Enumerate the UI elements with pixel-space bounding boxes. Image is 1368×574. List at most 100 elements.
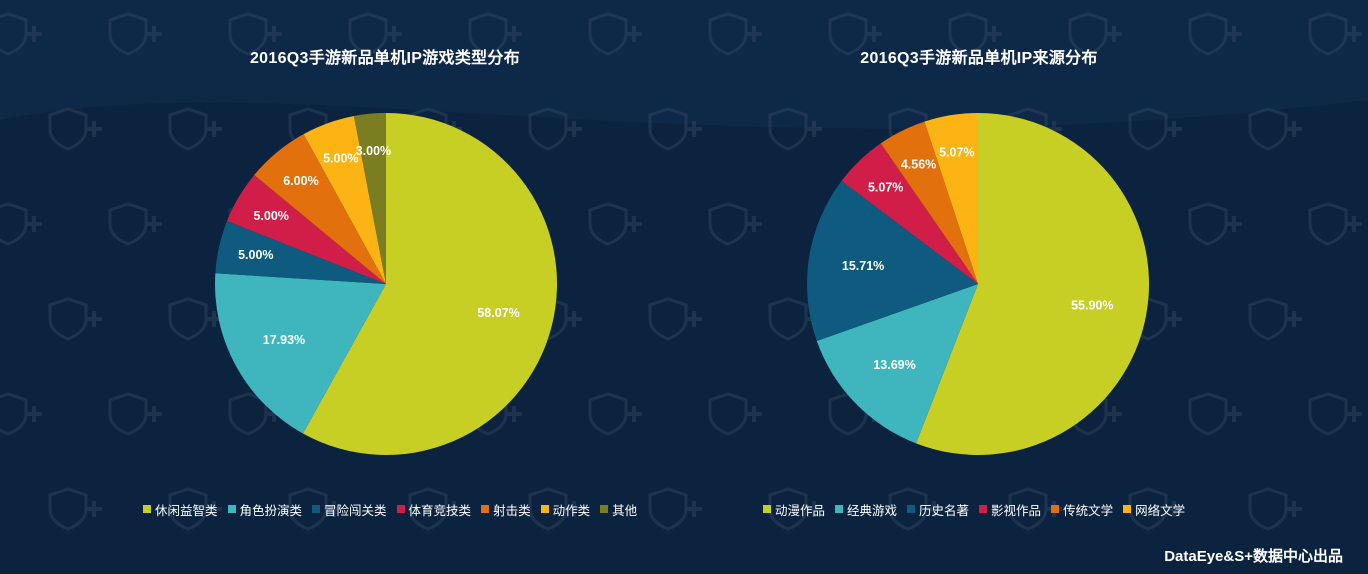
- legend-item[interactable]: 传统文学: [1051, 500, 1113, 519]
- pie-slice[interactable]: [807, 180, 978, 342]
- legend-label: 网络文学: [1135, 503, 1186, 518]
- legend-item[interactable]: 冒险闯关类: [312, 500, 387, 519]
- legend-swatch: [763, 505, 771, 513]
- watermark-logo: [168, 487, 222, 531]
- watermark-logo: [888, 487, 942, 531]
- legend-swatch: [227, 505, 236, 513]
- watermark-logo: [48, 297, 102, 341]
- watermark-logo: [1188, 392, 1242, 436]
- watermark-logo: [1128, 487, 1182, 531]
- pie-chart-ip-genre: 58.07%17.93%5.00%5.00%6.00%5.00%3.00%: [215, 113, 557, 455]
- legend-item[interactable]: 其他: [600, 500, 637, 519]
- watermark-logo: [708, 392, 762, 436]
- watermark-logo: [828, 12, 882, 56]
- legend-label: 经典游戏: [847, 503, 898, 518]
- pie-slice[interactable]: [254, 134, 386, 284]
- watermark-logo: [108, 202, 162, 246]
- legend-swatch: [312, 505, 321, 513]
- legend: 休闲益智类 角色扮演类 冒险闯关类 体育竞技类 射击类 动作类 其他: [143, 500, 647, 518]
- pie-slice[interactable]: [816, 284, 978, 444]
- watermark-logo: [648, 487, 702, 531]
- legend-item[interactable]: 网络文学: [1123, 500, 1185, 519]
- watermark-logo: [708, 202, 762, 246]
- watermark-logo: [48, 107, 102, 151]
- watermark-logo: [1308, 202, 1362, 246]
- legend-label: 传统文学: [1063, 503, 1114, 518]
- slice-data-label: 5.00%: [323, 152, 358, 166]
- legend: 动漫作品 经典游戏 历史名著 影视作品 传统文学 网络文学: [763, 500, 1195, 518]
- legend-swatch: [481, 505, 490, 513]
- legend-label: 休闲益智类: [155, 503, 218, 518]
- legend-swatch: [540, 505, 549, 513]
- legend-label: 体育竞技类: [408, 503, 472, 518]
- pie-slice[interactable]: [215, 221, 386, 284]
- slice-data-label: 5.07%: [939, 145, 974, 159]
- pie-slice[interactable]: [302, 113, 557, 455]
- slice-data-label: 3.00%: [356, 144, 391, 158]
- watermark-logo: [1248, 487, 1302, 531]
- chart-panel-ip-genre: 2016Q3手游新品单机IP游戏类型分布 58.07% 17.93% 5.00% 5.…: [143, 50, 647, 518]
- slice-data-label: 58.07%: [477, 306, 519, 320]
- watermark-logo: [108, 392, 162, 436]
- footer-credit: DataEye&S+数据中心出品: [1164, 548, 1343, 565]
- chart-title: 2016Q3手游新品单机IP游戏类型分布: [249, 50, 521, 67]
- legend-label: 角色扮演类: [239, 503, 303, 518]
- pie-slice[interactable]: [215, 273, 386, 434]
- watermark-logo: [1188, 12, 1242, 56]
- chart-panel-ip-source: 2016Q3手游新品单机IP来源分布 55.90% 13.69% 15.71% 5.0…: [684, 0, 1368, 574]
- slice-data-label: 4.56%: [901, 158, 936, 172]
- legend-item[interactable]: 经典游戏: [835, 500, 897, 519]
- legend-swatch: [835, 505, 844, 513]
- watermark-logo: [0, 392, 42, 436]
- legend-item[interactable]: 影视作品: [979, 500, 1041, 519]
- pie-slice[interactable]: [353, 113, 386, 284]
- watermark-logo: [48, 487, 102, 531]
- legend-item[interactable]: 动作类: [540, 500, 590, 519]
- pie-slice[interactable]: [924, 113, 978, 284]
- watermark-logo: [1188, 202, 1242, 246]
- watermark-logo: [1128, 107, 1182, 151]
- watermark-logo: [1308, 392, 1362, 436]
- slice-data-label: 5.00%: [253, 209, 288, 223]
- watermark-logo: [228, 12, 282, 56]
- legend-swatch: [143, 505, 151, 513]
- legend-label: 射击类: [493, 503, 531, 518]
- legend-item[interactable]: 射击类: [481, 500, 531, 519]
- legend-item[interactable]: 体育竞技类: [396, 500, 472, 519]
- watermark-logo: [108, 12, 162, 56]
- legend-item[interactable]: 历史名著: [907, 500, 969, 519]
- slice-data-label: 6.00%: [283, 174, 318, 188]
- chart-title: 2016Q3手游新品单机IP来源分布: [860, 50, 1098, 67]
- legend-label: 历史名著: [919, 503, 970, 518]
- legend-label: 冒险闯关类: [324, 503, 387, 518]
- legend-swatch: [979, 505, 988, 513]
- slice-data-label: 55.90%: [1071, 298, 1113, 312]
- legend-item[interactable]: 休闲益智类: [143, 500, 218, 519]
- pie-slice[interactable]: [303, 116, 386, 285]
- watermark-logo: [0, 12, 42, 56]
- watermark-logo: [468, 12, 522, 56]
- legend-swatch: [1123, 505, 1132, 513]
- watermark-logo: [168, 107, 222, 151]
- watermark-logo: [348, 12, 402, 56]
- legend-label: 动漫作品: [775, 503, 826, 518]
- pie-slice[interactable]: [841, 143, 978, 284]
- pie-slice[interactable]: [880, 121, 978, 284]
- watermark-logo: [1248, 297, 1302, 341]
- slice-data-label: 5.07%: [868, 181, 903, 195]
- watermark-logo: [648, 297, 702, 341]
- legend-swatch: [600, 505, 609, 513]
- legend-item[interactable]: 动漫作品: [763, 500, 825, 519]
- watermark-logo: [528, 487, 582, 531]
- watermark-logo: [948, 12, 1002, 56]
- watermark-logo: [708, 12, 762, 56]
- slice-data-label: 17.93%: [263, 333, 305, 347]
- watermark-logo: [0, 202, 42, 246]
- watermark-logo: [288, 487, 342, 531]
- pie-slice[interactable]: [227, 175, 386, 284]
- legend-swatch: [907, 505, 916, 513]
- legend-item[interactable]: 角色扮演类: [227, 500, 303, 519]
- slice-data-label: 13.69%: [873, 358, 915, 372]
- pie-slice[interactable]: [916, 113, 1149, 455]
- legend-swatch: [1051, 505, 1060, 513]
